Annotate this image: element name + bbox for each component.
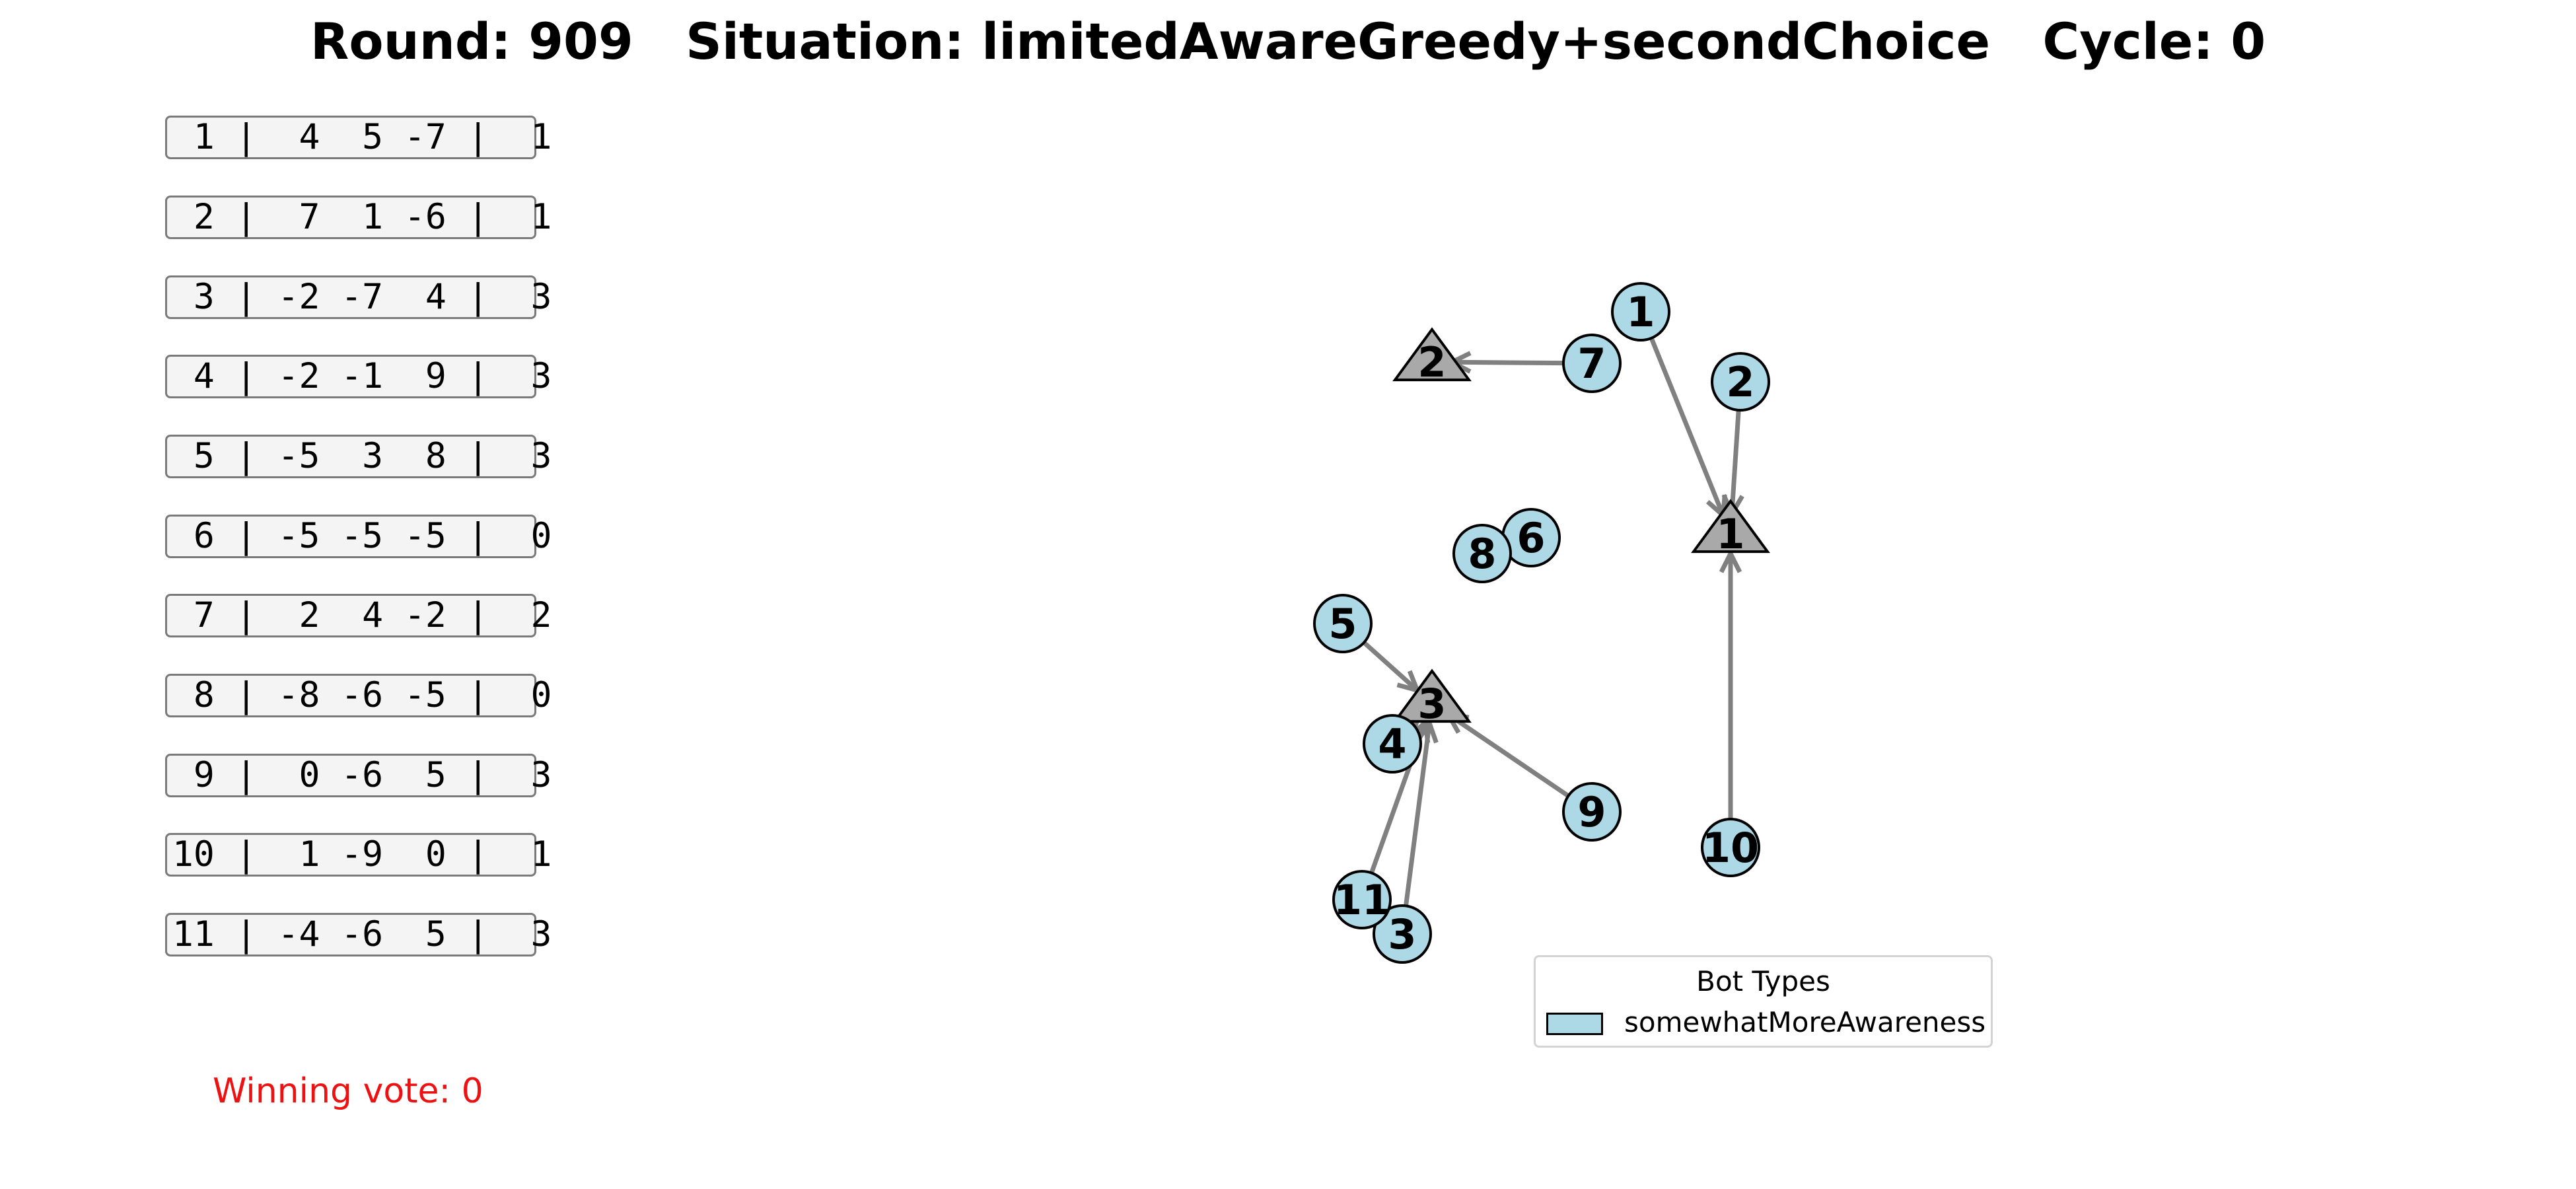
bot-label: 2 [1726,358,1754,406]
edge-bot-7-to-candidate-2 [1452,362,1564,363]
edge-bot-2-to-candidate-1 [1732,410,1738,514]
edge-bot-9-to-candidate-3 [1449,715,1570,798]
bot-circle [1313,594,1373,653]
candidate-label: 3 [1417,680,1446,728]
candidate-triangle [1392,327,1472,382]
candidate-1: 1 [1691,499,1770,558]
bot-10: 10 [1701,818,1760,877]
bot-circle [1363,714,1422,774]
bot-label: 3 [1388,910,1416,958]
vote-row-3: 3 | -2 -7 4 | 3 [165,275,552,319]
bot-4: 4 [1363,714,1422,774]
legend-swatch [1546,1013,1603,1035]
edge-bot-5-to-candidate-3 [1362,641,1417,690]
edge-bot-1-to-candidate-1 [1649,337,1723,515]
bot-circle [1373,904,1432,964]
bot-circle [1452,524,1512,583]
candidate-3: 3 [1392,668,1472,728]
legend-title: Bot Types [1696,965,1830,997]
candidate-label: 1 [1716,510,1744,558]
bot-9: 9 [1562,782,1622,842]
edge-bot-3-to-candidate-3 [1404,723,1429,906]
candidate-label: 2 [1417,338,1446,386]
bot-8: 8 [1452,524,1512,583]
bot-circle [1332,870,1392,929]
bot-label: 4 [1378,720,1406,768]
bot-label: 11 [1334,876,1390,924]
candidate-triangle [1691,499,1770,554]
legend-label: somewhatMoreAwareness [1624,1006,1986,1038]
bot-6: 6 [1501,508,1561,567]
bot-label: 5 [1328,600,1357,648]
bot-label: 6 [1517,514,1545,562]
bot-label: 8 [1468,530,1496,578]
bot-1: 1 [1611,282,1670,342]
bot-11: 11 [1332,870,1392,929]
vote-row-10: 10 | 1 -9 0 | 1 [165,833,552,877]
vote-row-7: 7 | 2 4 -2 | 2 [165,594,552,637]
vote-row-2: 2 | 7 1 -6 | 1 [165,196,552,239]
bot-label: 9 [1577,788,1606,836]
bot-2: 2 [1711,352,1770,412]
bot-label: 7 [1577,340,1606,388]
bot-label: 10 [1702,824,1759,872]
bot-circle [1562,782,1622,842]
candidate-2: 2 [1392,327,1472,386]
bot-3: 3 [1373,904,1432,964]
legend: Bot Types somewhatMoreAwareness [1534,955,1993,1048]
candidate-triangle [1392,668,1472,723]
bot-circle [1701,818,1760,877]
bot-circle [1562,334,1622,393]
vote-row-6: 6 | -5 -5 -5 | 0 [165,515,552,558]
bot-7: 7 [1562,334,1622,393]
vote-row-5: 5 | -5 3 8 | 3 [165,435,552,478]
bot-label: 1 [1626,288,1655,336]
bot-circle [1711,352,1770,412]
bot-circle [1611,282,1670,342]
chart-title: Round: 909 Situation: limitedAwareGreedy… [310,12,2266,71]
bot-5: 5 [1313,594,1373,653]
vote-row-1: 1 | 4 5 -7 | 1 [165,116,552,159]
winning-vote: Winning vote: 0 [213,1071,483,1111]
